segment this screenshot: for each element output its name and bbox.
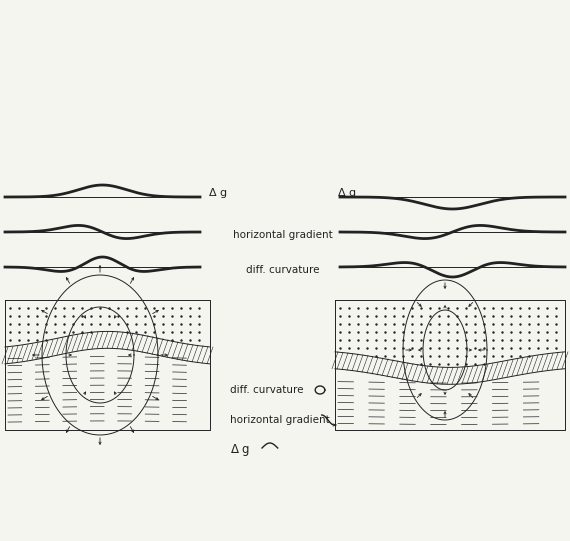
Text: $\Delta$ g: $\Delta$ g bbox=[230, 442, 250, 458]
Text: $\Delta$ g: $\Delta$ g bbox=[208, 186, 227, 200]
Text: horizontal gradient: horizontal gradient bbox=[230, 415, 330, 425]
Text: diff. curvature: diff. curvature bbox=[246, 265, 320, 275]
Text: $\Delta$ g: $\Delta$ g bbox=[337, 186, 356, 200]
Text: horizontal gradient: horizontal gradient bbox=[233, 230, 333, 240]
Text: diff. curvature: diff. curvature bbox=[230, 385, 303, 395]
